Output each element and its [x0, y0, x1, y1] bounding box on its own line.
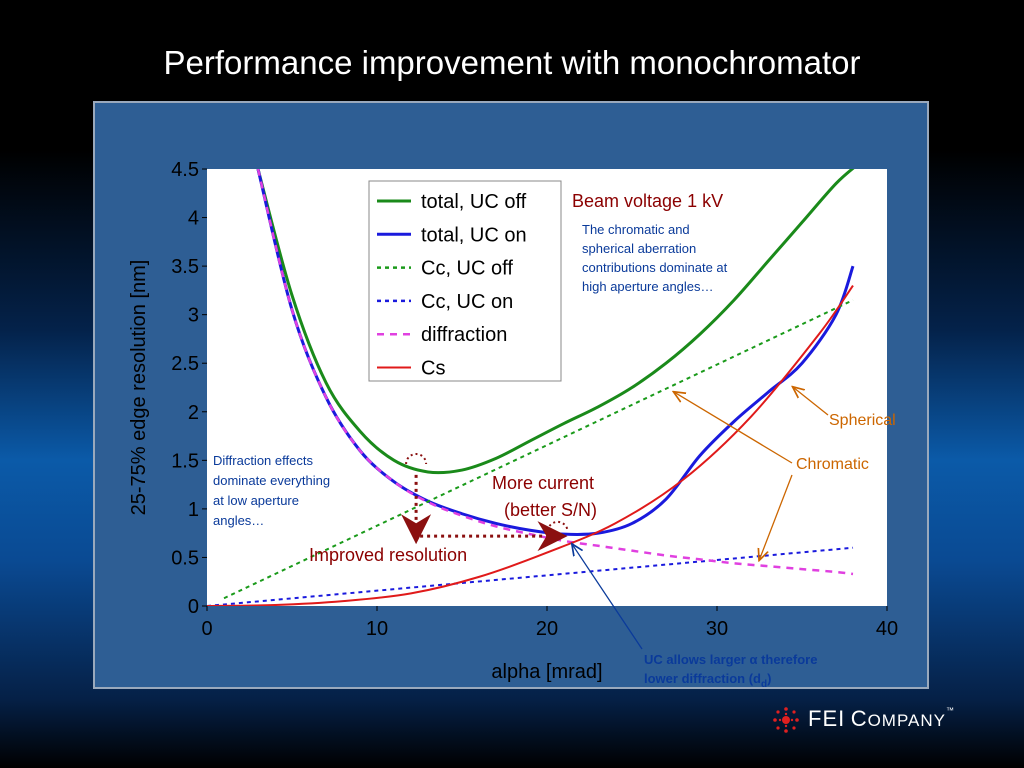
aberration-note-line: spherical aberration	[582, 241, 696, 256]
x-tick-label: 40	[876, 618, 898, 640]
y-tick-label: 4	[188, 208, 199, 230]
diffraction-note-line: dominate everything	[213, 473, 330, 488]
y-axis-label: 25-75% edge resolution [nm]	[128, 260, 150, 516]
uc-note-line-1: UC allows larger α therefore	[644, 652, 817, 667]
legend-label-2: Cc, UC off	[421, 258, 513, 280]
chart-panel: 0 0.5 1 1.5 2 2.5 3 3.5 4 4.5 0 10 20 30 40 alpha [mrad…	[93, 101, 929, 689]
uc-note-line-2: lower diffraction (dd)	[644, 671, 771, 687]
series-line-0	[256, 169, 855, 475]
aberration-note-line: The chromatic and	[582, 222, 690, 237]
y-tick-label: 1.5	[171, 450, 199, 472]
fei-company-logo-text: FEI COMPANY™	[808, 706, 955, 732]
x-tick-label: 20	[536, 618, 558, 640]
y-tick-label: 2.5	[171, 353, 199, 375]
chart: 0 0.5 1 1.5 2 2.5 3 3.5 4 4.5 0 10 20 30 40 alpha [mrad…	[128, 159, 898, 687]
legend-label-1: total, UC on	[421, 224, 527, 246]
logo-brand: FEI	[808, 706, 846, 731]
spherical-arrow	[794, 388, 829, 416]
y-tick-label: 1	[188, 499, 199, 521]
chromatic-label: Chromatic	[796, 456, 869, 473]
legend	[368, 180, 562, 382]
spherical-label: Spherical	[829, 412, 896, 429]
fei-logo-icon	[773, 707, 799, 733]
more-current-label: More current	[492, 473, 594, 493]
x-tick-label: 10	[366, 618, 388, 640]
slide-title: Performance improvement with monochromat…	[163, 44, 861, 81]
series-line-4	[256, 169, 854, 576]
chromatic-arrow-2	[760, 474, 793, 559]
logo-trademark: ™	[946, 706, 955, 715]
y-tick-label: 4.5	[171, 159, 199, 181]
dotted-arc	[405, 452, 428, 465]
y-tick-label: 2	[188, 402, 199, 424]
legend-label-3: Cc, UC on	[421, 291, 513, 313]
diffraction-note-line: at low aperture	[213, 493, 299, 508]
uc-arrow	[573, 545, 643, 650]
x-tick-label: 0	[201, 618, 212, 640]
improved-resolution-label: Improved resolution	[309, 545, 467, 565]
aberration-note-line: contributions dominate at	[582, 260, 728, 275]
y-tick-label: 0	[188, 596, 199, 618]
diffraction-note-line: Diffraction effects	[213, 453, 313, 468]
y-tick-label: 3.5	[171, 256, 199, 278]
better-sn-label: (better S/N)	[504, 500, 597, 520]
logo-word-initial: C	[850, 706, 868, 731]
y-tick-label: 0.5	[171, 547, 199, 569]
series-line-5	[207, 284, 854, 606]
legend-label-4: diffraction	[421, 324, 507, 346]
legend-label-5: Cs	[421, 358, 445, 380]
y-tick-label: 3	[188, 305, 199, 327]
x-tick-label: 30	[706, 618, 728, 640]
beam-voltage-label: Beam voltage 1 kV	[572, 191, 723, 211]
diffraction-note-line: angles…	[213, 513, 264, 528]
chromatic-arrow-1	[675, 392, 793, 464]
legend-label-0: total, UC off	[421, 191, 527, 213]
dotted-arc-2	[548, 520, 569, 531]
x-axis-label: alpha [mrad]	[491, 661, 602, 683]
aberration-note-line: high aperture angles…	[582, 279, 714, 294]
logo-word-rest: OMPANY	[867, 711, 946, 730]
